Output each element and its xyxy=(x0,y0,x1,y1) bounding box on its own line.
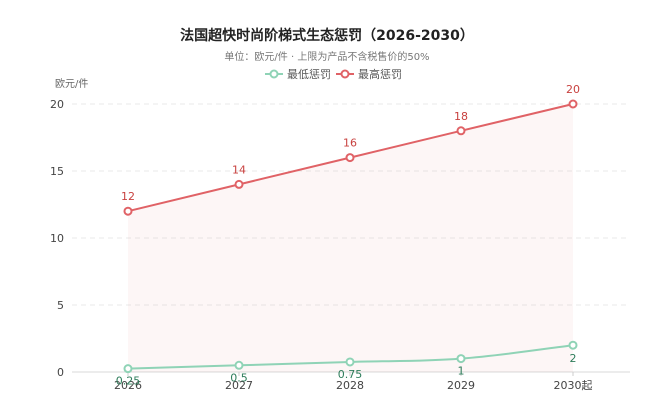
legend-label: 最低惩罚 xyxy=(287,68,331,81)
data-label-max: 20 xyxy=(566,83,580,96)
x-tick-label: 2026 xyxy=(114,379,142,392)
x-tick-label: 2029 xyxy=(447,379,475,392)
data-point-min xyxy=(123,364,133,374)
legend-label: 最高惩罚 xyxy=(358,67,402,81)
y-tick-label: 20 xyxy=(50,98,64,111)
y-tick-label: 15 xyxy=(50,165,64,178)
data-label-min: 0.75 xyxy=(338,368,363,381)
x-tick-label: 2030起 xyxy=(554,379,593,392)
data-point-min xyxy=(234,360,244,370)
data-label-min: 2 xyxy=(570,352,577,365)
data-point-max xyxy=(123,206,133,216)
y-axis-label: 欧元/件 xyxy=(55,78,88,90)
legend-swatch-marker xyxy=(269,69,279,79)
data-point-min xyxy=(568,340,578,350)
series-points xyxy=(123,99,578,374)
series-area-max xyxy=(128,104,573,372)
chart-legend: 最低惩罚 最高惩罚 xyxy=(265,67,402,81)
data-label-max: 12 xyxy=(121,190,135,203)
legend-item-max: 最高惩罚 xyxy=(336,67,402,81)
x-tick-label: 2027 xyxy=(225,379,253,392)
y-tick-label: 5 xyxy=(57,299,64,312)
data-label-min: 0.5 xyxy=(230,371,248,384)
data-point-max xyxy=(456,126,466,136)
data-label-max: 14 xyxy=(232,163,246,176)
data-label-max: 18 xyxy=(454,110,468,123)
data-point-max xyxy=(568,99,578,109)
data-point-max xyxy=(345,153,355,163)
data-label-max: 16 xyxy=(343,137,357,150)
legend-swatch-marker xyxy=(340,69,350,79)
data-point-max xyxy=(234,179,244,189)
y-tick-label: 10 xyxy=(50,232,64,245)
chart-title: 法国超快时尚阶梯式生态惩罚（2026-2030） xyxy=(180,27,474,44)
data-point-min xyxy=(456,354,466,364)
chart-subtitle: 单位：欧元/件 · 上限为产品不含税售价的50% xyxy=(224,50,429,63)
x-tick-label: 2028 xyxy=(336,379,364,392)
data-label-min: 0.25 xyxy=(116,375,141,388)
legend-item-min: 最低惩罚 xyxy=(265,68,331,81)
data-point-min xyxy=(345,357,355,367)
y-tick-label: 0 xyxy=(57,366,64,379)
y-axis-ticks: 0 5 10 15 20 xyxy=(50,98,64,379)
series-areas xyxy=(128,104,573,372)
grid-lines xyxy=(72,103,630,373)
x-axis-ticks: 2026 2027 2028 2029 2030起 xyxy=(114,372,593,392)
data-label-min: 1 xyxy=(458,365,465,378)
